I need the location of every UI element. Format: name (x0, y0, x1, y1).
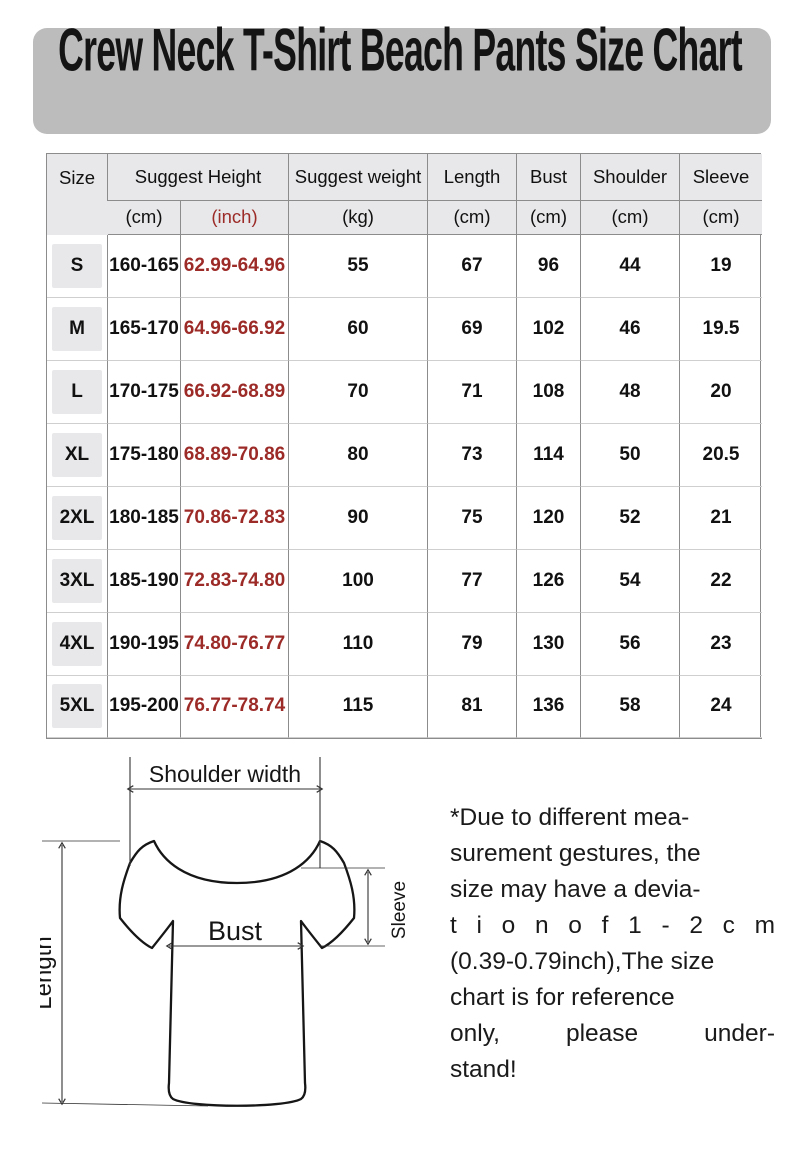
svg-text:Shoulder width: Shoulder width (149, 761, 301, 787)
svg-text:Sleeve: Sleeve (389, 881, 410, 939)
svg-text:Bust: Bust (208, 916, 263, 946)
svg-text:Length: Length (40, 936, 57, 1009)
